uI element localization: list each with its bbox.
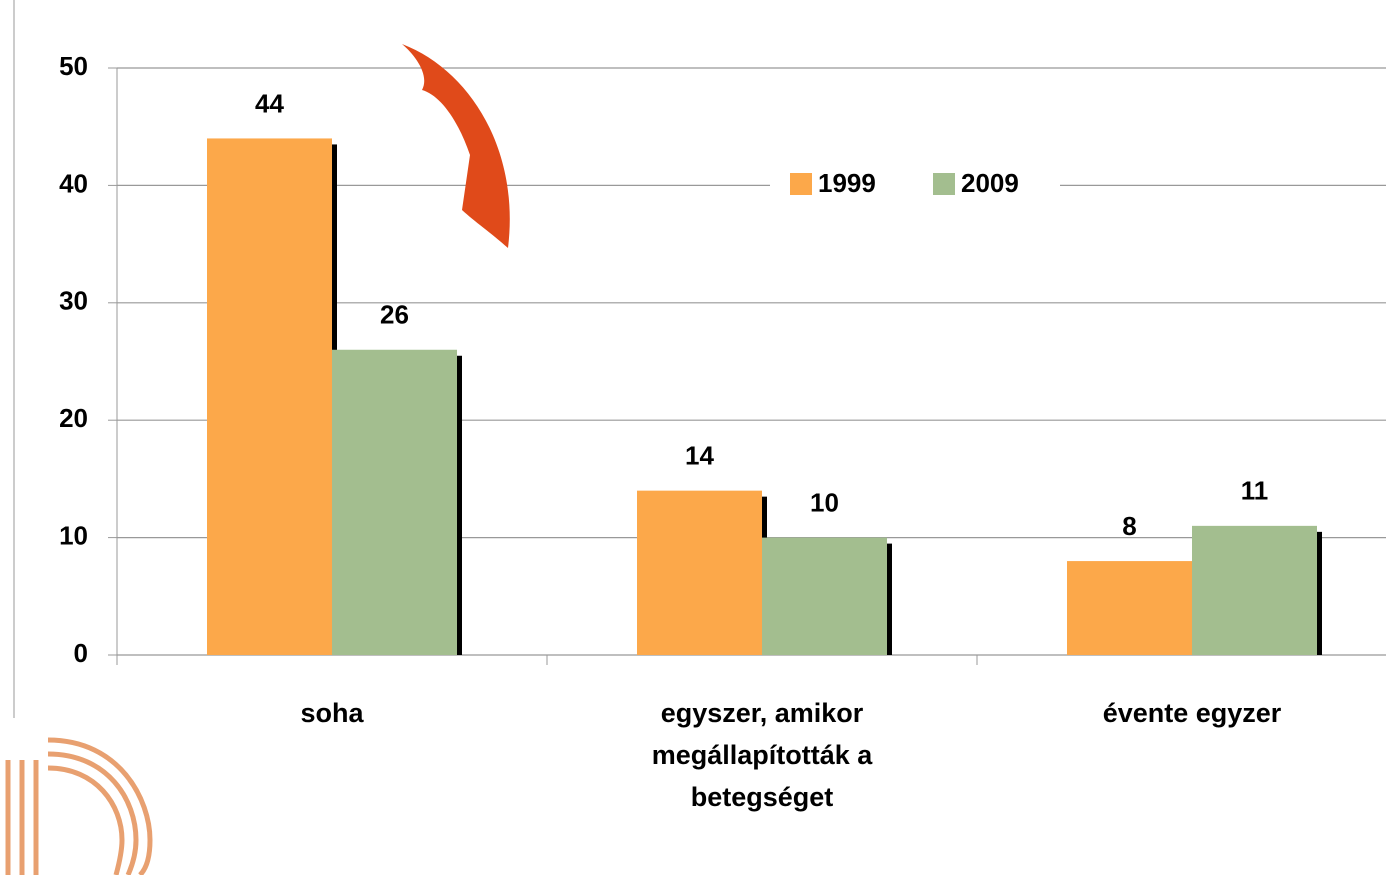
- bar: [332, 349, 457, 655]
- logo: [5, 737, 153, 875]
- arrow: [402, 44, 510, 248]
- y-tick-label: 30: [59, 286, 88, 316]
- y-tick-label: 10: [59, 520, 88, 550]
- data-label: 11: [1241, 476, 1269, 506]
- x-tick-label: soha: [300, 698, 364, 728]
- legend-swatch: [933, 173, 955, 195]
- bar: [1067, 561, 1192, 655]
- legend-label: 2009: [961, 168, 1019, 198]
- legend-box: [770, 162, 1060, 206]
- x-tick-label: egyszer, amikor megállapították a betegs…: [651, 698, 873, 812]
- data-label: 26: [380, 300, 409, 330]
- data-label: 8: [1122, 511, 1136, 541]
- data-label: 14: [685, 441, 714, 471]
- data-label: 44: [255, 88, 284, 118]
- legend-label: 1999: [818, 168, 876, 198]
- bar: [762, 537, 887, 655]
- y-tick-label: 20: [59, 403, 88, 433]
- bar: [207, 138, 332, 655]
- bar-shadow: [1316, 531, 1322, 655]
- y-tick-label: 50: [59, 51, 88, 81]
- bar-shadow: [886, 543, 892, 655]
- bar: [637, 490, 762, 655]
- x-tick-label: évente egyzer: [1102, 698, 1282, 728]
- y-tick-label: 0: [74, 638, 88, 668]
- y-tick-label: 40: [59, 168, 88, 198]
- bar: [1192, 525, 1317, 655]
- bar-shadow: [456, 355, 462, 655]
- legend-swatch: [790, 173, 812, 195]
- data-label: 10: [810, 487, 839, 517]
